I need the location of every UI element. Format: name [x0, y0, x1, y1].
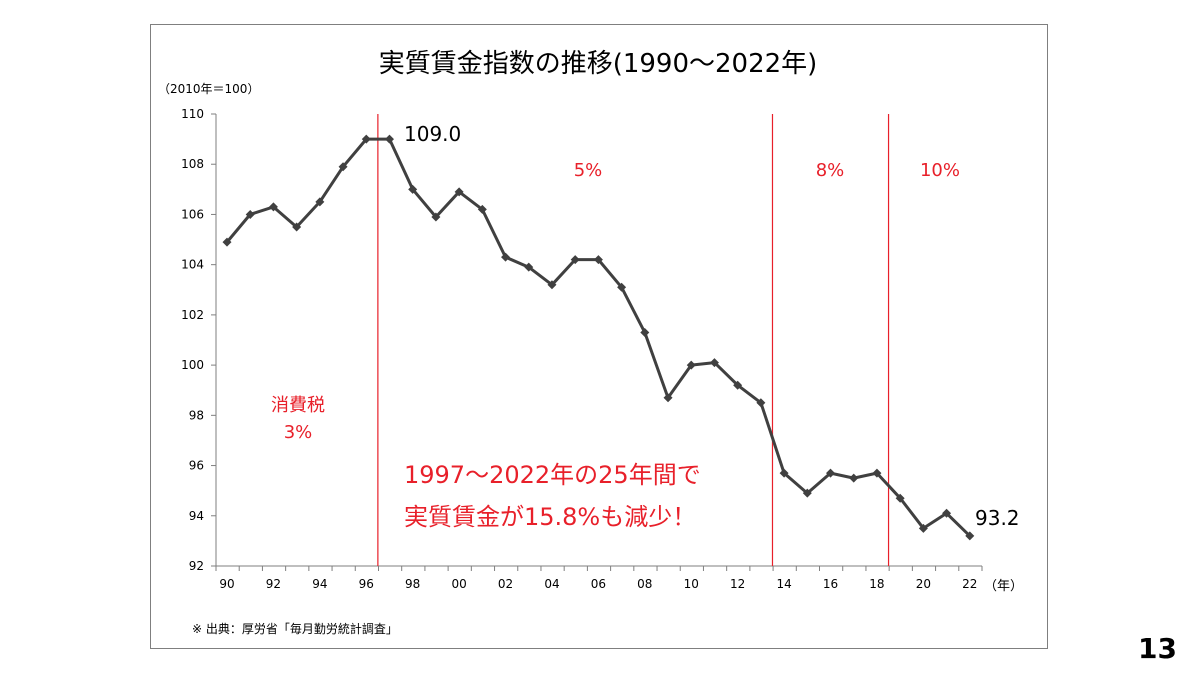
data-point [895, 493, 905, 503]
data-point [617, 282, 627, 292]
data-point [802, 488, 812, 498]
data-point [709, 358, 719, 368]
data-point [640, 327, 650, 337]
x-tick-label: 14 [776, 577, 791, 591]
data-point [338, 162, 348, 172]
data-point [524, 262, 534, 272]
data-point [245, 209, 255, 219]
y-tick-label: 104 [181, 258, 204, 272]
chart-frame [150, 24, 1048, 649]
data-point [547, 280, 557, 290]
y-tick-label: 94 [189, 509, 204, 523]
x-tick-label: 18 [869, 577, 884, 591]
data-point [849, 473, 859, 483]
unit-label: （2010年＝100） [158, 82, 259, 96]
data-point [222, 237, 232, 247]
tax-5-label: 5% [574, 160, 603, 181]
data-point [779, 468, 789, 478]
data-point [756, 398, 766, 408]
data-point [965, 531, 975, 541]
x-tick-label: 00 [451, 577, 466, 591]
x-tick-label: 22 [962, 577, 977, 591]
y-tick-label: 96 [189, 459, 204, 473]
peak-label: 109.0 [404, 122, 461, 146]
y-tick-label: 106 [181, 207, 204, 221]
tax-3-label: 消費税 [271, 395, 325, 416]
data-point [477, 204, 487, 214]
x-tick-label: 06 [591, 577, 606, 591]
data-point [826, 468, 836, 478]
x-tick-label: 98 [405, 577, 420, 591]
data-point [361, 134, 371, 144]
tax-8-label: 8% [816, 160, 845, 181]
data-point [570, 255, 580, 265]
data-point [872, 468, 882, 478]
x-tick-label: 96 [359, 577, 374, 591]
chart-title: 実質賃金指数の推移(1990～2022年) [379, 49, 818, 79]
x-tick-label: 04 [544, 577, 559, 591]
end-label: 93.2 [975, 506, 1020, 530]
x-tick-label: 10 [684, 577, 699, 591]
callout-line-1: 1997～2022年の25年間で [404, 461, 701, 489]
data-point [663, 393, 673, 403]
x-tick-label: 12 [730, 577, 745, 591]
source-note: ※ 出典：厚労省「毎月勤労統計調査」 [192, 621, 398, 636]
data-point [686, 360, 696, 370]
y-tick-label: 110 [181, 107, 204, 121]
slide-number: 13 [1138, 632, 1177, 665]
tax-3-value: 3% [284, 422, 313, 443]
axes [215, 114, 982, 567]
data-point [593, 255, 603, 265]
data-point [454, 187, 464, 197]
data-point [268, 202, 278, 212]
data-markers [222, 134, 975, 541]
tax-boundary-lines [377, 114, 890, 566]
y-tick-label: 98 [189, 408, 204, 422]
x-tick-labels: 90 92 94 96 98 00 02 04 06 08 10 12 14 16 18 20 22 [215, 566, 983, 591]
y-tick-labels: 92 94 96 98 100 102 104 106 108 110 [181, 107, 216, 573]
x-tick-label: 02 [498, 577, 513, 591]
x-tick-label: 94 [312, 577, 327, 591]
x-tick-label: 20 [916, 577, 931, 591]
x-tick-label: 92 [266, 577, 281, 591]
x-tick-label: 08 [637, 577, 652, 591]
y-tick-label: 102 [181, 308, 204, 322]
x-tick-label: 16 [823, 577, 838, 591]
data-point [315, 197, 325, 207]
data-point [733, 380, 743, 390]
data-point [431, 212, 441, 222]
callout-line-2: 実質賃金が15.8%も減少！ [404, 503, 696, 531]
data-point [918, 523, 928, 533]
y-tick-label: 108 [181, 157, 204, 171]
x-axis-unit: （年） [984, 579, 1023, 594]
y-tick-label: 92 [189, 559, 204, 573]
x-tick-label: 90 [219, 577, 234, 591]
data-point [942, 508, 952, 518]
data-point [501, 252, 511, 262]
data-point [408, 184, 418, 194]
y-tick-label: 100 [181, 358, 204, 372]
tax-10-label: 10% [920, 160, 960, 181]
data-point [292, 222, 302, 232]
data-point [384, 134, 394, 144]
